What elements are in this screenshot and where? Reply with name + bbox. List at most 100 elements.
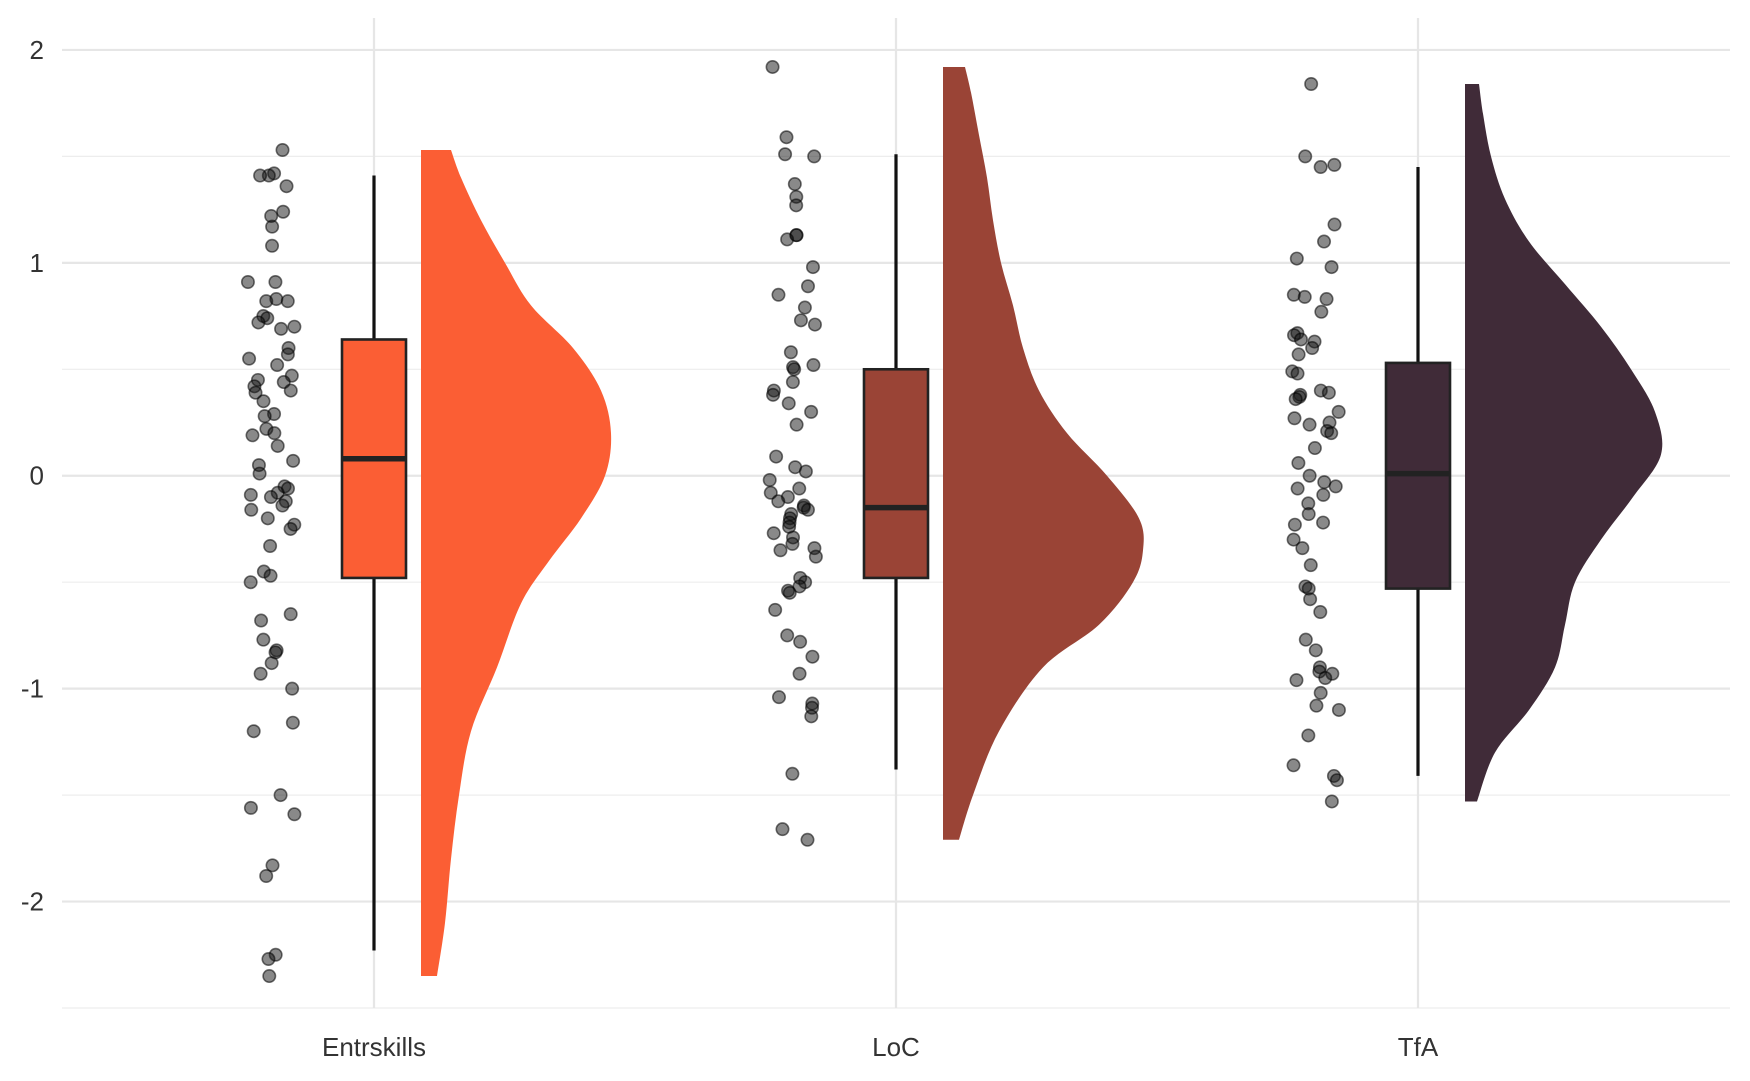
data-point [800,502,815,517]
data-point [805,649,820,664]
data-point [798,464,813,479]
data-point [283,607,298,622]
data-point [267,426,282,441]
data-point [1317,475,1332,490]
data-point [797,300,812,315]
data-point [243,800,258,815]
data-point [781,396,796,411]
data-point [1302,417,1317,432]
data-point [1286,758,1301,773]
data-point [256,632,271,647]
data-point [1321,385,1336,400]
data-point [1301,507,1316,522]
data-point [248,385,263,400]
y-tick-label: -2 [21,887,44,917]
data-point [260,511,275,526]
data-point [808,549,823,564]
data-point [1314,304,1329,319]
data-point [1289,251,1304,266]
data-point [1291,455,1306,470]
data-point [280,347,295,362]
data-point [265,858,280,873]
data-point [273,788,288,803]
density-clouds [421,66,1663,977]
data-point [285,681,300,696]
data-point [252,466,267,481]
boxplots [340,154,1452,951]
data-point [1316,515,1331,530]
data-point [766,526,781,541]
data-point [270,438,285,453]
data-point [792,481,807,496]
data-point [780,232,795,247]
data-point [264,656,279,671]
data-point [1324,260,1339,275]
data-point [1303,592,1318,607]
data-point [785,536,800,551]
data-point [1309,698,1324,713]
x-tick-label: Entrskills [322,1032,426,1062]
data-point [259,294,274,309]
data-point [1329,773,1344,788]
data-point [286,453,301,468]
data-point [793,634,808,649]
data-point [765,59,780,74]
data-point [275,498,290,513]
data-point [766,387,781,402]
data-point [243,575,258,590]
data-point [807,317,822,332]
data-point [785,766,800,781]
data-point [807,149,822,164]
data-point [1290,481,1305,496]
data-point [1313,685,1328,700]
data-point [262,969,277,984]
data-point [259,868,274,883]
data-point [276,204,291,219]
data-point [240,274,255,289]
density-cloud-loc [943,66,1144,840]
x-tick-label: LoC [872,1032,920,1062]
data-point [800,832,815,847]
data-point [1316,487,1331,502]
data-point [783,345,798,360]
data-point [768,602,783,617]
data-point [283,521,298,536]
data-point [1287,411,1302,426]
data-point [780,628,795,643]
data-point [1331,404,1346,419]
data-point [1327,217,1342,232]
data-point [287,807,302,822]
data-point [785,375,800,390]
y-tick-label: 2 [30,35,44,65]
data-point [1286,532,1301,547]
data-point [265,238,280,253]
data-point [1307,441,1322,456]
data-point [1302,468,1317,483]
density-cloud-entrskills [421,150,612,977]
data-point [263,568,278,583]
data-point [1313,160,1328,175]
data-point [1297,289,1312,304]
data-point [1317,234,1332,249]
data-point [1303,558,1318,573]
data-point [1328,479,1343,494]
data-point [771,494,786,509]
data-point [1287,517,1302,532]
data-point [793,313,808,328]
data-point [287,319,302,334]
data-point [1301,728,1316,743]
data-point [787,177,802,192]
box-loc [862,367,930,580]
data-point [246,724,261,739]
data-point [1313,604,1328,619]
y-tick-label: -1 [21,674,44,704]
data-point [1331,702,1346,717]
data-point [804,709,819,724]
data-point [806,358,821,373]
data-point [1304,77,1319,92]
data-point [279,179,294,194]
data-point [778,147,793,162]
data-point [1291,347,1306,362]
data-point [789,198,804,213]
